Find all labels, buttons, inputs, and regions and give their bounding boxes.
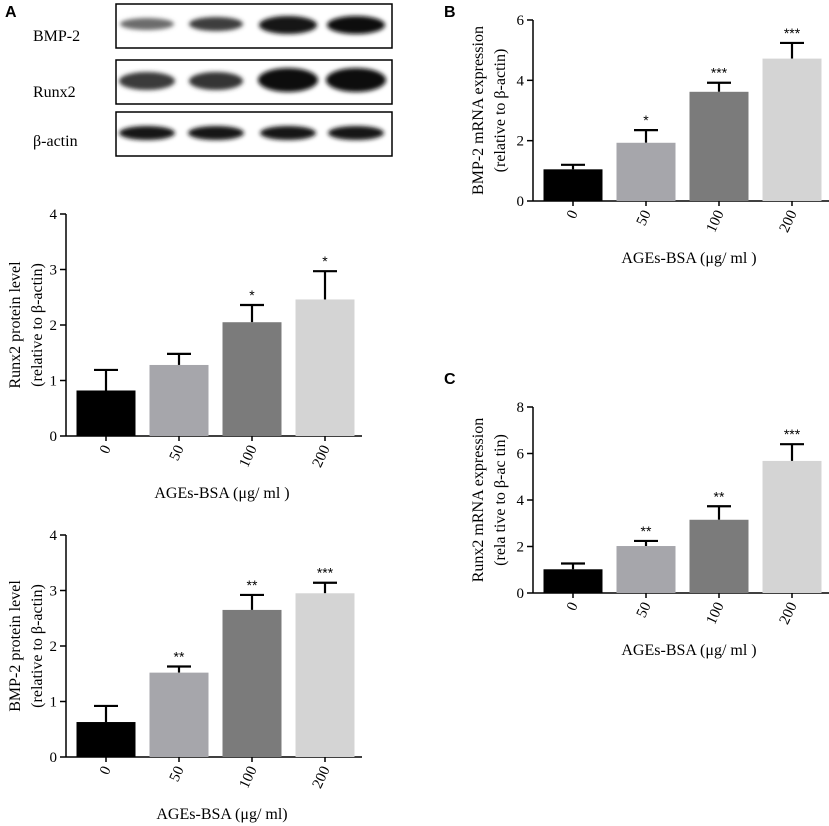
- significance-label: ***: [317, 565, 334, 581]
- x-tick-label: 100: [704, 208, 728, 235]
- blot-label-bactin: β-actin: [33, 133, 78, 150]
- y-tick-label: 6: [517, 13, 525, 29]
- y-tick-label: 4: [50, 528, 58, 544]
- bar-0: [76, 390, 136, 436]
- significance-label: ***: [784, 25, 801, 41]
- significance-label: **: [714, 488, 725, 504]
- y-tick-label: 1: [50, 374, 58, 390]
- y-tick-label: 4: [50, 207, 58, 223]
- x-axis-title: AGEs-BSA (μg/ ml ): [621, 642, 756, 659]
- y-tick-label: 4: [517, 493, 525, 509]
- bar-50: [616, 142, 676, 201]
- x-tick-label: 0: [564, 600, 582, 614]
- y-axis-title-line-1: Runx2 mRNA expression: [470, 418, 487, 582]
- x-tick-label: 200: [310, 443, 334, 470]
- y-axis-title-line-1: Runx2 protein level: [7, 261, 24, 389]
- bar-100: [689, 519, 749, 593]
- y-tick-label: 0: [50, 429, 58, 445]
- y-tick-label: 3: [50, 263, 58, 279]
- y-tick-label: 0: [517, 194, 525, 210]
- chart-runx2_protein: 0 1 2 3 4 0 50 100 * 200 * AGEs-BSA (μg/ ml ) Runx2 …: [7, 207, 362, 502]
- bar-50: [149, 364, 209, 436]
- chart-runx2_mrna: 0 2 4 6 8 0 50 ** 100 ** 200 *** AGEs-BSA (μg/ ml ) R…: [470, 400, 829, 659]
- significance-label: *: [322, 253, 328, 269]
- bar-200: [762, 460, 822, 593]
- x-tick-label: 50: [167, 764, 188, 784]
- panel-letter-b: B: [444, 4, 456, 21]
- y-axis-title-line-1: BMP-2 mRNA expression: [470, 26, 487, 195]
- bar-200: [762, 58, 822, 201]
- y-axis-title-line-1: BMP-2 protein level: [7, 580, 24, 712]
- blot-strip-bactin: [115, 111, 393, 157]
- x-tick-label: 100: [237, 764, 261, 791]
- x-tick-label: 50: [167, 443, 188, 463]
- x-tick-label: 200: [777, 600, 801, 627]
- panel-letter-a: A: [5, 4, 17, 21]
- y-tick-label: 2: [50, 318, 58, 334]
- significance-label: *: [249, 287, 255, 303]
- x-tick-label: 0: [97, 443, 115, 457]
- panel-letter-c: C: [444, 371, 456, 388]
- y-tick-label: 2: [517, 540, 525, 556]
- significance-label: **: [174, 649, 185, 665]
- bar-200: [295, 593, 355, 757]
- bar-0: [76, 722, 136, 757]
- x-axis-title: AGEs-BSA (μg/ ml ): [154, 485, 289, 502]
- x-tick-label: 100: [704, 600, 728, 627]
- significance-label: ***: [711, 65, 728, 81]
- x-tick-label: 100: [237, 443, 261, 470]
- bar-0: [543, 569, 603, 593]
- x-tick-label: 50: [634, 600, 655, 620]
- x-tick-label: 0: [564, 208, 582, 222]
- y-tick-label: 0: [50, 750, 58, 766]
- significance-label: ***: [784, 426, 801, 442]
- bar-200: [295, 299, 355, 436]
- significance-label: **: [641, 523, 652, 539]
- x-axis-title: AGEs-BSA (μg/ ml): [156, 806, 287, 823]
- x-axis-title: AGEs-BSA (μg/ ml ): [621, 250, 756, 267]
- y-tick-label: 2: [50, 639, 58, 655]
- y-axis-title-line-2: (relative to β-actin): [29, 584, 46, 708]
- y-axis-title-line-2: (relative to β-actin): [492, 49, 509, 173]
- bar-0: [543, 169, 603, 201]
- y-tick-label: 1: [50, 695, 58, 711]
- bar-50: [616, 546, 676, 593]
- y-axis-title-line-2: (rela tive to β-ac tin): [492, 434, 509, 566]
- chart-bmp2_protein: 0 1 2 3 4 0 50 ** 100 ** 200 *** AGEs-BSA (μg/ ml) BM…: [7, 528, 362, 823]
- blot-strip-bmp2: [115, 3, 393, 49]
- western-blot: BMP-2 Runx2 β-actin: [33, 3, 393, 157]
- significance-label: **: [247, 577, 258, 593]
- y-tick-label: 6: [517, 447, 525, 463]
- x-tick-label: 200: [310, 764, 334, 791]
- bar-100: [222, 322, 282, 436]
- x-tick-label: 50: [634, 208, 655, 228]
- y-axis-title-line-2: (relative to β-actin): [29, 263, 46, 387]
- bar-50: [149, 672, 209, 757]
- y-tick-label: 3: [50, 584, 58, 600]
- bar-100: [689, 91, 749, 201]
- y-tick-label: 4: [517, 73, 525, 89]
- y-tick-label: 0: [517, 586, 525, 602]
- x-tick-label: 200: [777, 208, 801, 235]
- x-tick-label: 0: [97, 764, 115, 778]
- significance-label: *: [643, 112, 649, 128]
- y-tick-label: 2: [517, 134, 525, 150]
- blot-strip-runx2: [115, 59, 393, 105]
- blot-label-bmp2: BMP-2: [33, 28, 80, 45]
- y-tick-label: 8: [517, 400, 525, 416]
- bar-100: [222, 609, 282, 757]
- chart-bmp2_mrna: 0 2 4 6 0 50 * 100 *** 200 *** AGEs-BSA (μg/ ml ) BM…: [470, 13, 829, 267]
- blot-label-runx2: Runx2: [33, 84, 76, 101]
